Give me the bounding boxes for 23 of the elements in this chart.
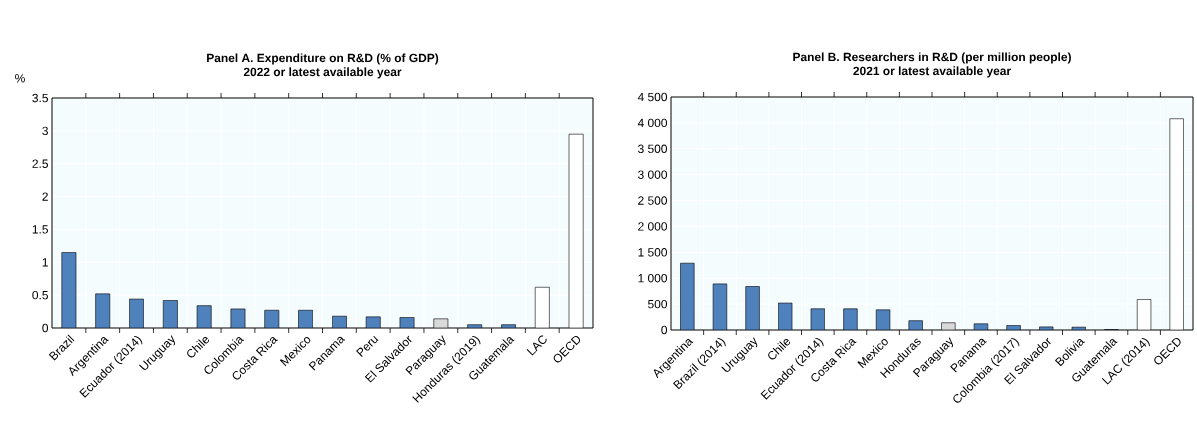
y-tick-label: 3 000	[638, 170, 668, 179]
y-tick-label: 1 500	[638, 248, 668, 257]
chart-title: Panel B. Researchers in R&D (per million people)	[793, 52, 1071, 64]
y-tick-label: 0	[42, 323, 49, 333]
y-tick-label: 3	[42, 126, 48, 136]
y-tick-label: 4 000	[637, 118, 668, 128]
y-tick-label: 1 000	[638, 273, 668, 283]
y-tick-label: 1.5	[32, 225, 48, 234]
y-tick-label: 0.5	[32, 290, 48, 300]
y-tick-label: 4 500	[637, 92, 668, 102]
y-tick-label: 3.5	[32, 93, 48, 103]
y-tick-label: 3 500	[638, 144, 668, 153]
y-tick-label: 2 000	[638, 222, 668, 231]
y-tick-label: 500	[648, 299, 668, 309]
y-tick-label: 2.5	[32, 159, 48, 168]
y-tick-label: 1	[42, 258, 48, 267]
y-tick-label: 0	[661, 325, 668, 335]
y-tick-label: 2	[42, 192, 48, 201]
chart-title: Panel A. Expenditure on R&D (% of GDP)	[207, 53, 439, 65]
chart-subtitle: 2021 or latest available year	[853, 66, 1011, 78]
y-tick-label: 2 500	[638, 196, 668, 205]
y-axis-title: %	[15, 74, 25, 83]
chart-subtitle: 2022 or latest available year	[243, 67, 402, 79]
